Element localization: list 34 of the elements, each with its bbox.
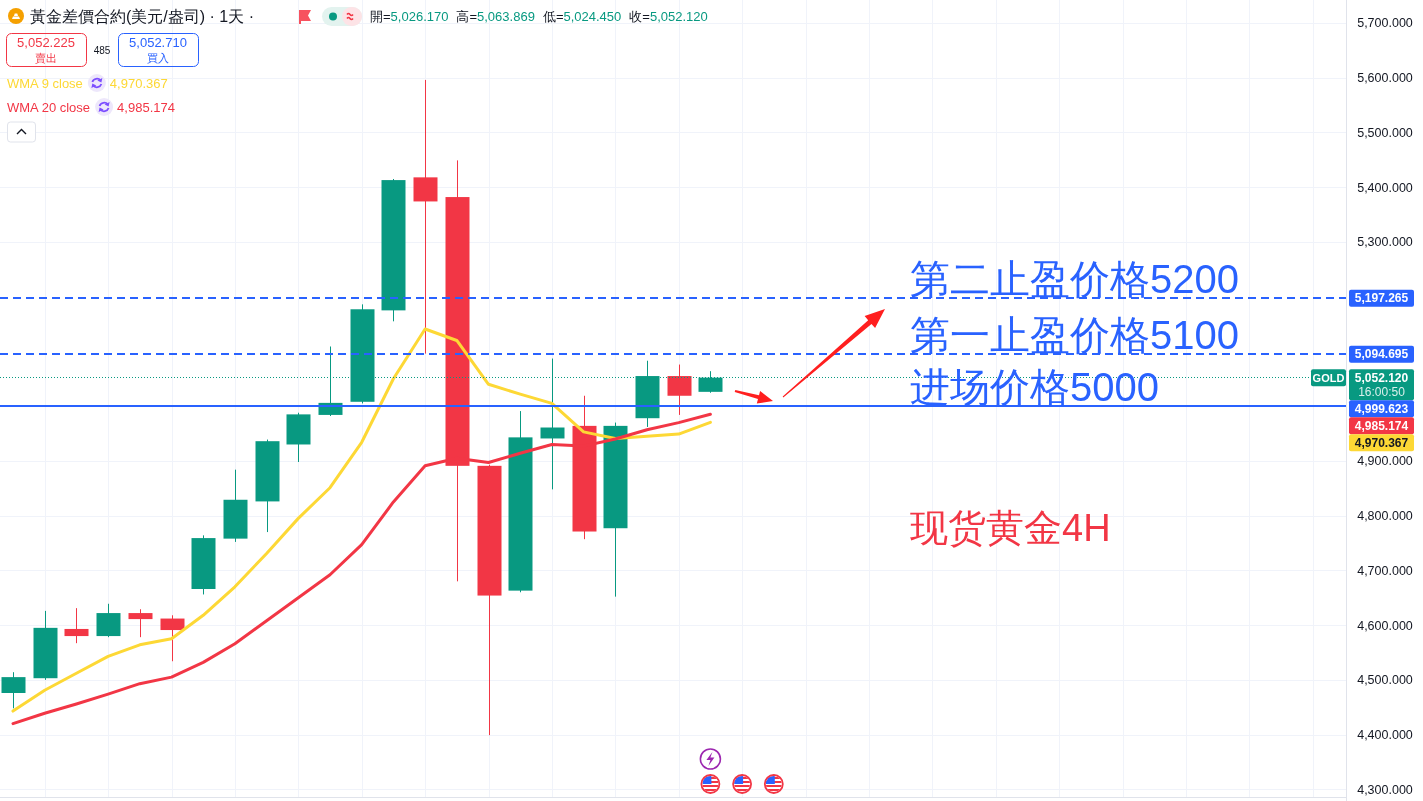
y-tick-label: 5,400.000 — [1357, 180, 1413, 195]
text: 进场价格5000 — [910, 365, 1159, 410]
y-tick-label: 4,900.000 — [1357, 454, 1413, 469]
legend-label: WMA 9 close — [7, 75, 83, 91]
y-tick-label: 5,600.000 — [1357, 71, 1413, 86]
y-tick-label: 4,700.000 — [1357, 563, 1413, 578]
y-tick-label: 5,300.000 — [1357, 235, 1413, 250]
annotation: 賣出 — [35, 52, 57, 64]
annotation: 5,052.710 — [129, 35, 187, 50]
legend: WMA 9 close 4,970.367 WMA 20 close 4,985.174 — [7, 74, 175, 116]
text: 第二止盈价格5200 — [910, 257, 1239, 302]
y-tick-label: 4,800.000 — [1357, 509, 1413, 524]
text: 现货黄金4H — [910, 507, 1111, 549]
y-tick-label: 4,600.000 — [1357, 618, 1413, 633]
y-tick-label: 5,700.000 — [1357, 16, 1413, 31]
annotation: 4,970.367 — [109, 75, 168, 91]
y-tick-label: 4,500.000 — [1357, 673, 1413, 688]
annotation: 高=5,063.869 — [456, 9, 535, 24]
annotation: 買入 — [147, 52, 169, 64]
text: 第一止盈价格5100 — [910, 313, 1239, 358]
annotation: 收=5,052.120 — [629, 9, 708, 24]
price-tag: 4,985.174 — [1349, 417, 1414, 435]
text: 黃金差價合約(美元/盎司) · 1天 · — [30, 8, 254, 25]
y-tick-label: 5,500.000 — [1357, 125, 1413, 140]
legend-label: WMA 20 close — [7, 99, 91, 115]
price-tag: 4,999.623 — [1349, 400, 1414, 418]
price-tag: 4,970.367 — [1349, 434, 1414, 452]
annotation: 低=5,024.450 — [542, 9, 622, 24]
annotation: 485 — [93, 45, 111, 56]
y-tick-label: 4,300.000 — [1357, 782, 1413, 797]
annotation: 開=5,026.170 — [370, 9, 449, 24]
annotation: 4,985.174 — [117, 99, 175, 115]
annotation: 5,052.225 — [17, 35, 75, 50]
y-tick-label: 4,400.000 — [1357, 728, 1413, 743]
